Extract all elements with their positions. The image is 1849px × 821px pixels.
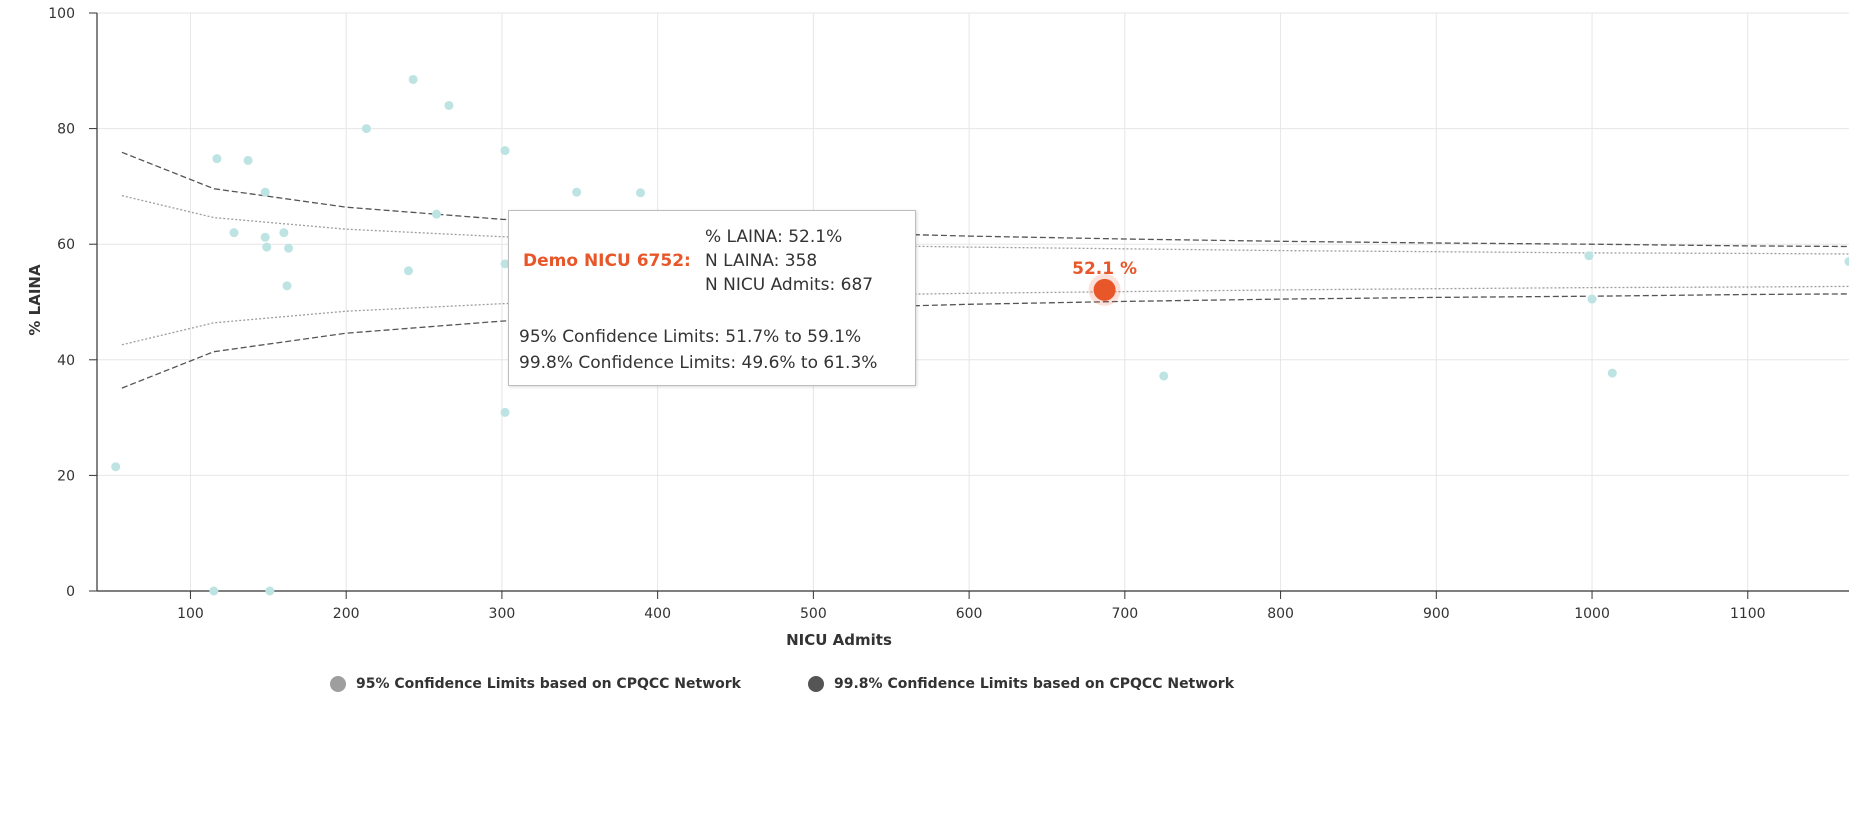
limit998-lower-line (121, 293, 1849, 389)
y-tick-label: 60 (57, 237, 75, 253)
data-point (403, 266, 413, 276)
data-point (260, 232, 270, 242)
data-point (1607, 368, 1617, 378)
data-point (262, 242, 272, 252)
tooltip-conf-998: 99.8% Confidence Limits: 49.6% to 61.3% (519, 353, 878, 373)
y-tick-label: 100 (48, 6, 75, 22)
x-tick-label: 400 (644, 606, 671, 622)
chart-axes: 100 200 300 400 500 600 700 800 900 1000 1100 0 20 40… (48, 6, 1849, 622)
legend-dot-icon (808, 676, 824, 692)
tooltip-n-admits: N NICU Admits: 687 (705, 275, 874, 295)
limit95-lower-line (121, 285, 1849, 346)
x-tick-label: 800 (1267, 606, 1294, 622)
limit998-upper-line (121, 151, 1849, 248)
data-point (111, 462, 121, 472)
y-tick-label: 40 (57, 353, 75, 369)
data-point (243, 155, 253, 165)
data-point (500, 146, 510, 156)
x-tick-label: 300 (489, 606, 516, 622)
highlight-point (1093, 278, 1116, 301)
tooltip-pct-laina: % LAINA: 52.1% (705, 227, 843, 247)
data-point (209, 586, 219, 596)
data-point (636, 188, 646, 198)
data-point (1587, 294, 1597, 304)
highlighted-point-group: 52.1 % (1072, 259, 1137, 306)
data-point (1844, 257, 1849, 267)
legend-item-95[interactable]: 95% Confidence Limits based on CPQCC Net… (330, 676, 741, 692)
data-point (1159, 371, 1169, 381)
highlight-point-label: 52.1 % (1072, 259, 1137, 279)
y-tick-label: 0 (66, 584, 75, 600)
x-tick-label: 100 (177, 606, 204, 622)
chart-grid (97, 12, 1849, 592)
y-axis-title: % LAINA (26, 264, 44, 336)
legend-label-998: 99.8% Confidence Limits based on CPQCC N… (834, 676, 1235, 692)
x-axis-title: NICU Admits (786, 631, 892, 649)
legend-dot-icon (330, 676, 346, 692)
data-point (284, 243, 294, 253)
x-tick-label: 1000 (1574, 606, 1610, 622)
data-point (260, 187, 270, 197)
chart-legend: 95% Confidence Limits based on CPQCC Net… (0, 676, 1849, 700)
data-point (279, 228, 289, 238)
x-tick-label: 1100 (1730, 606, 1766, 622)
data-point (212, 154, 222, 164)
legend-item-998[interactable]: 99.8% Confidence Limits based on CPQCC N… (808, 676, 1234, 692)
tooltip-nicu-name: Demo NICU 6752: (523, 251, 691, 271)
data-point (431, 209, 441, 219)
confidence-limit-lines (121, 151, 1849, 389)
y-tick-label: 80 (57, 122, 75, 138)
x-tick-label: 700 (1111, 606, 1138, 622)
data-point (444, 100, 454, 110)
data-point (500, 259, 510, 269)
data-point (361, 124, 371, 134)
x-tick-label: 900 (1423, 606, 1450, 622)
data-point (229, 228, 239, 238)
tooltip-conf-95: 95% Confidence Limits: 51.7% to 59.1% (519, 327, 862, 347)
data-points (111, 74, 1849, 596)
x-tick-label: 500 (800, 606, 827, 622)
data-point (408, 74, 418, 84)
point-tooltip: Demo NICU 6752: % LAINA: 52.1% N LAINA: … (508, 210, 916, 386)
y-tick-label: 20 (57, 468, 75, 484)
x-tick-label: 600 (956, 606, 983, 622)
limit95-upper-line (121, 194, 1849, 255)
data-point (282, 281, 292, 291)
data-point (572, 187, 582, 197)
tooltip-n-laina: N LAINA: 358 (705, 251, 818, 271)
data-point (500, 407, 510, 417)
x-tick-label: 200 (333, 606, 360, 622)
data-point (265, 586, 275, 596)
legend-label-95: 95% Confidence Limits based on CPQCC Net… (356, 676, 741, 692)
data-point (1584, 251, 1594, 261)
